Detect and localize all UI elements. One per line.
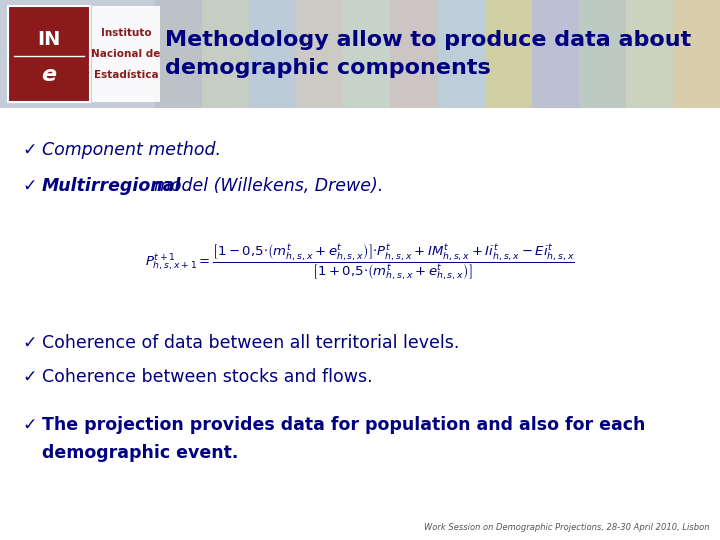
Text: ✓: ✓ (22, 416, 37, 434)
Text: ✓: ✓ (22, 334, 37, 352)
Text: demographic event.: demographic event. (42, 444, 238, 462)
Text: Methodology allow to produce data about: Methodology allow to produce data about (165, 30, 691, 50)
Bar (485, 0, 531, 108)
Text: The projection provides data for population and also for each: The projection provides data for populat… (42, 416, 645, 434)
Bar (249, 0, 296, 108)
Bar (8, 6, 90, 102)
Text: $P_{h,s,x+1}^{t+1} = \dfrac{\left[1-0{,}5{\cdot}\left(m_{h,s,x}^{t}+e_{h,s,x}^{t: $P_{h,s,x+1}^{t+1} = \dfrac{\left[1-0{,}… (145, 243, 575, 283)
Text: Work Session on Demographic Projections, 28-30 April 2010, Lisbon: Work Session on Demographic Projections,… (425, 523, 710, 532)
Text: Component method.: Component method. (42, 141, 221, 159)
Bar (0, 0, 720, 108)
Bar (343, 0, 390, 108)
Text: demographic components: demographic components (165, 58, 491, 78)
Text: e: e (42, 65, 57, 85)
Text: ✓: ✓ (22, 368, 37, 386)
Bar (531, 0, 579, 108)
Bar (579, 0, 626, 108)
Bar (626, 0, 673, 108)
Bar (390, 0, 438, 108)
Text: Instituto: Instituto (101, 28, 151, 38)
Text: ✓: ✓ (22, 141, 37, 159)
Bar (202, 0, 249, 108)
Text: model (Willekens, Drewe).: model (Willekens, Drewe). (143, 177, 383, 195)
Bar (155, 0, 202, 108)
Bar (438, 0, 485, 108)
Text: IN: IN (37, 30, 60, 49)
Text: Nacional de: Nacional de (91, 49, 161, 59)
Text: ✓: ✓ (22, 177, 37, 195)
Text: Coherence of data between all territorial levels.: Coherence of data between all territoria… (42, 334, 459, 352)
Bar (673, 0, 720, 108)
Bar (92, 6, 160, 102)
Text: Estadística: Estadística (94, 70, 158, 80)
Bar (296, 0, 343, 108)
Text: Multirregional: Multirregional (42, 177, 181, 195)
Text: Coherence between stocks and flows.: Coherence between stocks and flows. (42, 368, 373, 386)
